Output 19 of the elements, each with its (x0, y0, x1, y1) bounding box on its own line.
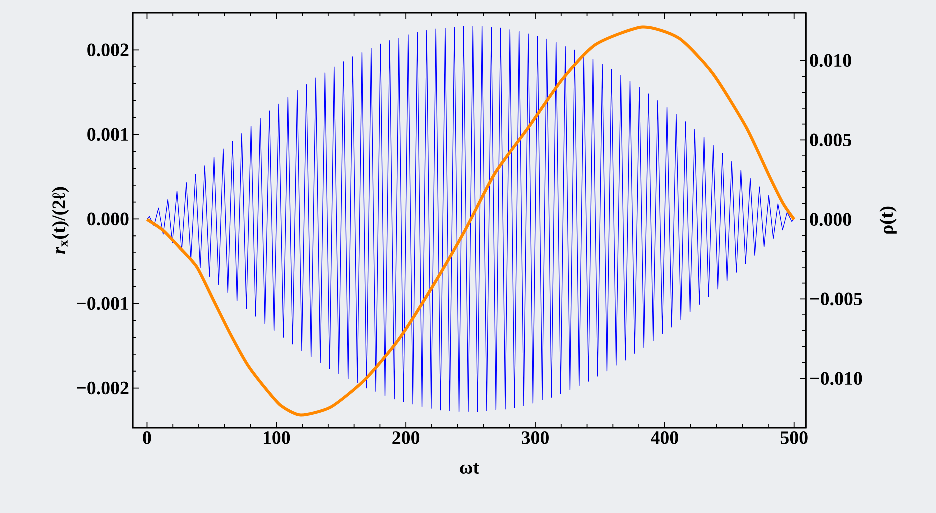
x-tick-label: 100 (264, 432, 290, 444)
y2-tick-label: 0.005 (810, 134, 852, 147)
y2-tick-label: 0.000 (810, 213, 852, 226)
x-tick-label: 300 (522, 432, 549, 444)
y2-tick-label: −0.010 (810, 372, 862, 386)
x-tick-label: 0 (143, 432, 152, 444)
x-axis-title: ωt (460, 463, 480, 474)
x-tick-label: 400 (651, 432, 678, 444)
y-tick-label: −0.001 (77, 297, 129, 310)
y-tick-label: 0.000 (88, 212, 129, 226)
y-axis-title: r$_{x}$(t)/(2ℓ) (52, 187, 70, 254)
y2-tick-label: −0.005 (810, 292, 862, 306)
x-tick-label: 500 (780, 432, 808, 444)
y-tick-label: 0.001 (88, 128, 128, 142)
y2-axis-title: ρ(t) (880, 206, 897, 234)
y-tick-label: 0.002 (88, 44, 129, 57)
y-tick-label: −0.002 (77, 382, 129, 395)
x-tick-label: 200 (392, 432, 420, 444)
y2-tick-label: 0.010 (810, 54, 852, 68)
